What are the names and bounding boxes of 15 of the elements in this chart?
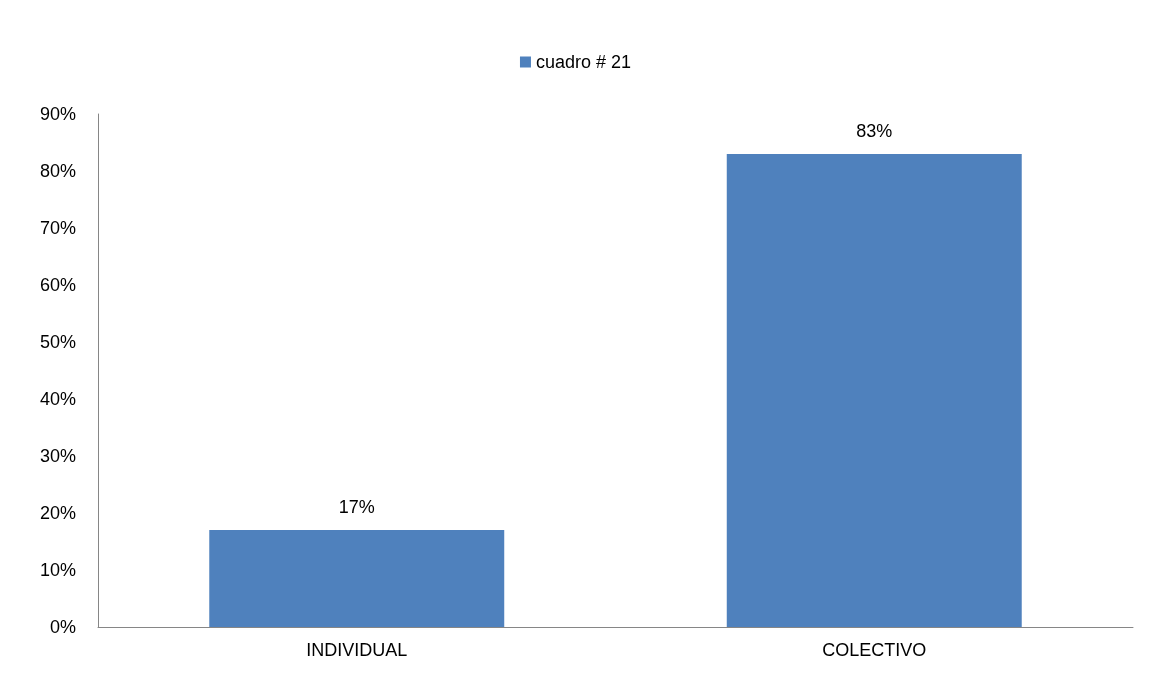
y-tick-label: 90% bbox=[39, 104, 76, 124]
y-tick-label: 80% bbox=[39, 161, 76, 181]
y-tick-label: 10% bbox=[39, 560, 76, 580]
y-tick-label: 20% bbox=[39, 503, 76, 523]
x-tick-label: INDIVIDUAL bbox=[306, 640, 408, 660]
x-tick-label: COLECTIVO bbox=[822, 640, 927, 660]
y-tick-label: 50% bbox=[39, 332, 76, 352]
y-tick-label: 30% bbox=[39, 446, 76, 466]
y-tick-label: 70% bbox=[39, 218, 76, 238]
y-tick-label: 0% bbox=[49, 617, 76, 637]
data-label: 83% bbox=[856, 120, 893, 141]
y-tick-label: 40% bbox=[39, 389, 76, 409]
legend-label: cuadro # 21 bbox=[535, 52, 632, 72]
data-label: 17% bbox=[338, 497, 375, 518]
y-tick-label: 60% bbox=[39, 275, 76, 295]
